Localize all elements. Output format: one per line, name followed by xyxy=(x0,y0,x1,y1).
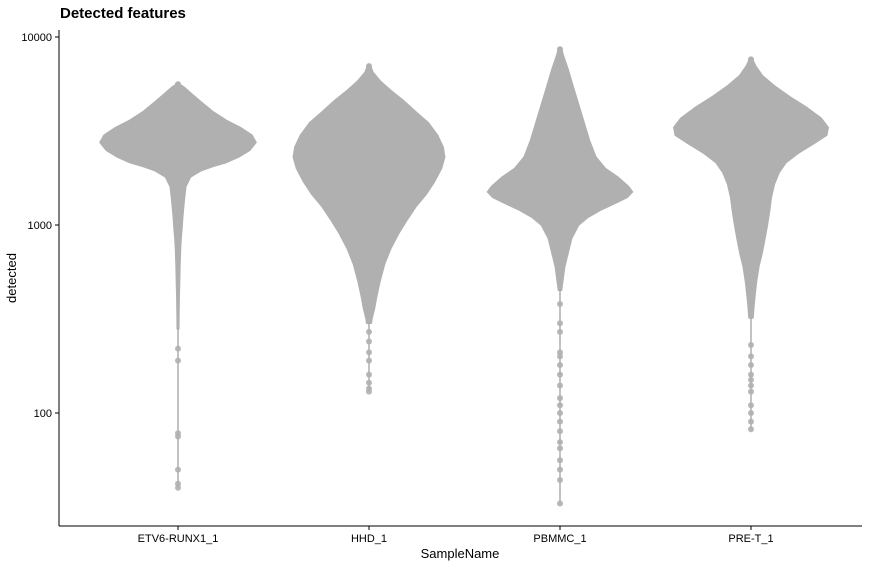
top-point xyxy=(748,56,754,63)
y-axis-title: detected xyxy=(4,253,19,303)
outlier-point xyxy=(748,410,754,416)
outlier-point xyxy=(748,371,754,378)
outlier-point xyxy=(748,362,754,368)
outlier-point xyxy=(748,353,754,360)
outlier-point xyxy=(557,418,563,425)
x-tick-label: PRE-T_1 xyxy=(728,533,773,545)
violin-PRE-T_1 xyxy=(673,56,829,433)
violin-body xyxy=(292,65,446,325)
outlier-point xyxy=(557,371,563,378)
x-tick-label: ETV6-RUNX1_1 xyxy=(138,533,219,545)
violin-body xyxy=(673,58,829,319)
outlier-point xyxy=(557,466,563,473)
outlier-point xyxy=(557,301,563,307)
outlier-point xyxy=(748,382,754,389)
outlier-point xyxy=(557,410,563,416)
outlier-point xyxy=(557,439,563,446)
violin-ETV6-RUNX1_1 xyxy=(99,81,257,491)
y-tick-label: 10000 xyxy=(21,32,52,44)
y-tick-label: 100 xyxy=(34,408,52,420)
outlier-point xyxy=(557,395,563,402)
outlier-point xyxy=(175,357,181,364)
outlier-point xyxy=(557,328,563,335)
outlier-point xyxy=(557,445,563,452)
outlier-point xyxy=(366,357,372,364)
outlier-point xyxy=(557,477,563,483)
violin-body xyxy=(99,83,257,330)
outlier-point xyxy=(366,388,372,395)
violin-body xyxy=(486,48,634,291)
outlier-point xyxy=(366,328,372,335)
outlier-point xyxy=(557,382,563,389)
outlier-point xyxy=(557,362,563,368)
y-axis-ticks: 100 1000 10000 xyxy=(21,32,59,420)
outlier-point xyxy=(748,376,754,383)
plot-area xyxy=(99,46,829,507)
top-point xyxy=(366,63,372,70)
x-axis-title: SampleName xyxy=(421,546,500,561)
outlier-point xyxy=(366,338,372,345)
outlier-point xyxy=(557,320,563,327)
outlier-point xyxy=(366,379,372,386)
violin-PBMMC_1 xyxy=(486,46,634,507)
outlier-point xyxy=(557,457,563,464)
x-axis-ticks: ETV6-RUNX1_1 HHD_1 PBMMC_1 PRE-T_1 xyxy=(138,526,774,545)
outlier-point xyxy=(748,402,754,409)
outlier-point xyxy=(557,428,563,435)
violin-HHD_1 xyxy=(292,63,446,395)
x-tick-label: HHD_1 xyxy=(351,533,387,545)
x-tick-label: PBMMC_1 xyxy=(533,533,586,545)
chart-title: Detected features xyxy=(60,5,186,22)
outlier-point xyxy=(366,349,372,356)
outlier-point xyxy=(175,466,181,473)
outlier-point xyxy=(557,500,563,507)
y-tick-label: 1000 xyxy=(28,220,52,232)
outlier-point xyxy=(557,402,563,409)
outlier-point xyxy=(175,484,181,491)
outlier-point xyxy=(175,345,181,352)
outlier-point xyxy=(366,371,372,378)
outlier-point xyxy=(748,426,754,433)
top-point xyxy=(557,46,563,53)
outlier-point xyxy=(175,433,181,440)
outlier-point xyxy=(748,388,754,395)
outlier-point xyxy=(748,418,754,425)
outlier-point xyxy=(557,353,563,360)
outlier-point xyxy=(748,342,754,348)
top-point xyxy=(175,81,181,88)
